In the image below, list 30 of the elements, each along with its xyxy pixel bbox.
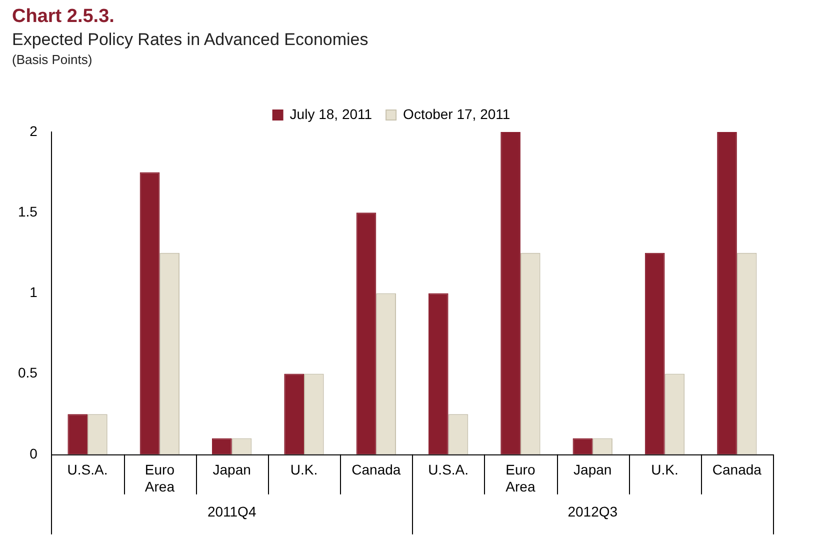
y-tick-label: 1.5 <box>18 203 38 220</box>
x-tick-label: U.S.A. <box>428 462 469 478</box>
bar <box>500 132 520 454</box>
x-tick-label: Japan <box>212 462 251 478</box>
x-tick-label: Euro Area <box>144 462 175 494</box>
x-tick-label: Canada <box>352 462 401 478</box>
x-tick-label: Euro Area <box>506 462 536 494</box>
chart-subtitle: Expected Policy Rates in Advanced Economies <box>12 30 368 50</box>
bar <box>140 172 160 454</box>
x-tick-label: U.S.A. <box>67 462 108 478</box>
bar <box>428 293 448 454</box>
x-tick-label: Japan <box>574 462 612 478</box>
x-tick-label: Canada <box>712 462 762 478</box>
bar <box>356 212 376 454</box>
y-tick-label: 0.5 <box>18 364 38 381</box>
y-tick-label: 1 <box>30 284 38 300</box>
y-tick-label: 0 <box>30 445 38 462</box>
legend-label: July 18, 2011 <box>290 106 372 122</box>
y-tick-label: 2 <box>30 122 38 139</box>
bar <box>284 374 304 454</box>
bar <box>717 132 737 454</box>
text: (Basis Points) <box>12 52 94 67</box>
text: 2012Q3 <box>568 503 618 520</box>
text: 2011Q4 <box>207 503 256 520</box>
bar <box>644 252 665 454</box>
x-tick-label: U.K. <box>290 462 318 478</box>
chart-title: Chart 2.5.3. <box>12 6 116 28</box>
legend-label: October 17, 2011 <box>403 106 510 122</box>
x-tick-label: U.K. <box>651 462 678 478</box>
bar <box>68 414 88 454</box>
